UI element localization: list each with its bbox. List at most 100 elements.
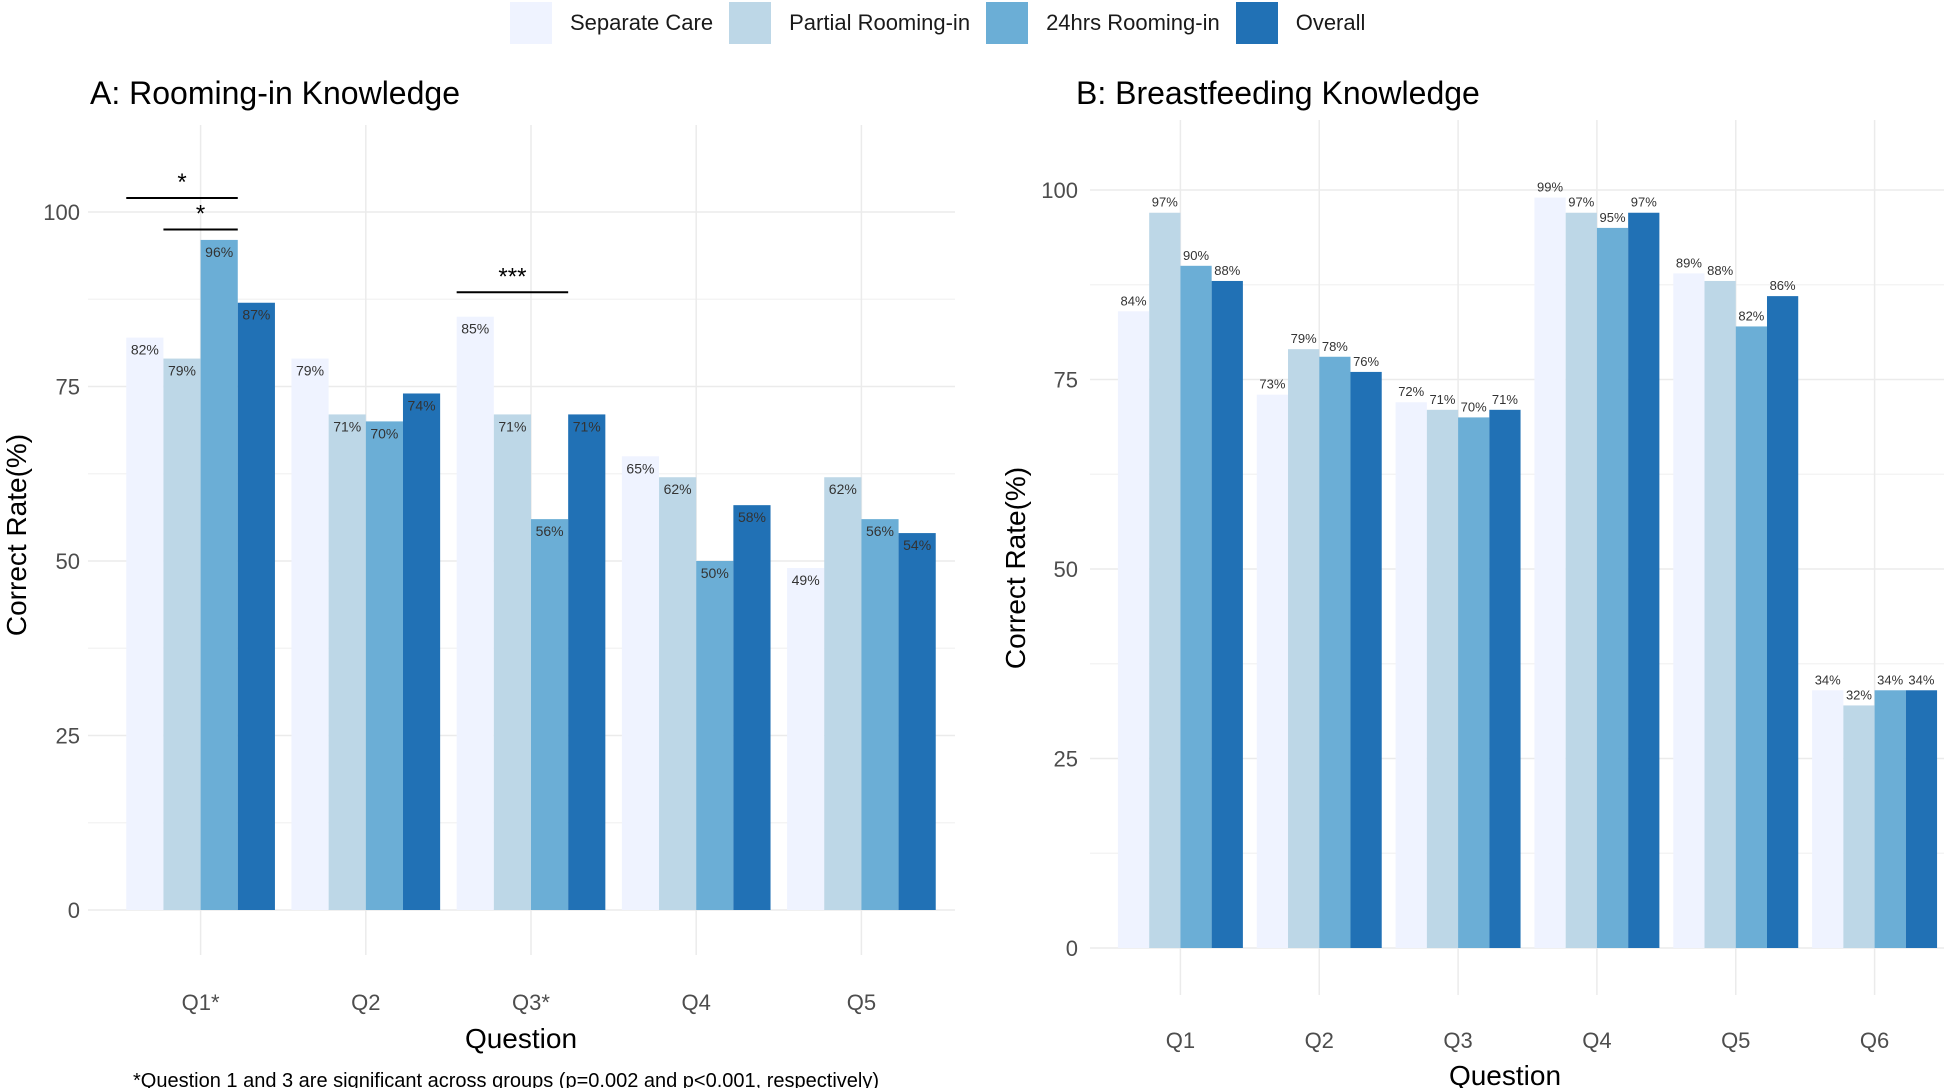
bar — [1149, 212, 1181, 949]
bar — [1211, 280, 1243, 949]
significance-marker: * — [177, 169, 186, 196]
data-label: 34% — [1815, 672, 1841, 687]
x-axis-title: Question — [465, 1023, 577, 1054]
data-label: 95% — [1600, 210, 1626, 225]
data-label: 79% — [1291, 331, 1317, 346]
bar — [402, 393, 441, 911]
bar — [1905, 690, 1938, 948]
data-label: 88% — [1214, 263, 1240, 278]
panel-b-breastfeeding-chart: 0 25 50 75 100 84% 73% 72% 99% 89% 34% 97% 79% 71% 97%… — [1000, 75, 1944, 1088]
data-label: 49% — [792, 572, 820, 588]
data-label: 79% — [168, 363, 196, 379]
data-label: 82% — [1738, 308, 1764, 323]
data-label: 87% — [242, 307, 270, 323]
bar — [1288, 349, 1320, 948]
significance-marker: *** — [498, 263, 526, 290]
data-label: 97% — [1152, 195, 1178, 210]
data-label: 78% — [1322, 339, 1348, 354]
data-label: 54% — [903, 537, 931, 553]
data-label: 84% — [1121, 293, 1147, 308]
y-tick-label: 0 — [68, 898, 80, 923]
bar — [328, 414, 366, 910]
data-label: 32% — [1846, 687, 1872, 702]
bar — [1812, 690, 1844, 948]
data-label: 90% — [1183, 248, 1209, 263]
panel-title: A: Rooming-in Knowledge — [90, 75, 460, 111]
significance-marker: * — [196, 200, 205, 227]
data-label: 71% — [1492, 392, 1518, 407]
data-label: 71% — [1429, 392, 1455, 407]
bar — [568, 414, 606, 910]
x-tick-label: Q1 — [1166, 1028, 1195, 1053]
data-label: 50% — [701, 565, 729, 581]
bar — [200, 239, 238, 911]
bar — [696, 561, 734, 910]
bar — [1458, 417, 1490, 948]
x-tick-label: Q2 — [1305, 1028, 1334, 1053]
x-tick-label: Q5 — [847, 990, 876, 1015]
data-label: 73% — [1259, 377, 1285, 392]
y-tick-label: 25 — [56, 724, 80, 749]
bar — [1350, 371, 1382, 948]
data-label: 70% — [1461, 399, 1487, 414]
bar — [1673, 273, 1705, 948]
bar — [163, 358, 201, 911]
y-tick-label: 0 — [1066, 936, 1078, 961]
data-label: 65% — [626, 460, 654, 476]
bar — [1534, 197, 1566, 948]
x-tick-label: Q4 — [682, 990, 711, 1015]
legend-swatch — [729, 2, 772, 44]
bar — [1489, 409, 1521, 948]
bar — [787, 567, 825, 910]
data-label: 56% — [536, 523, 564, 539]
y-axis-title: Correct Rate(%) — [1000, 467, 1031, 669]
bar — [1256, 394, 1289, 948]
bar — [365, 421, 403, 910]
data-label: 74% — [408, 397, 436, 413]
legend-item-24hrs-rooming-in: 24hrs Rooming-in — [986, 2, 1220, 44]
y-tick-label: 50 — [56, 549, 80, 574]
bar — [861, 519, 899, 910]
legend-label: Separate Care — [570, 10, 714, 35]
data-label: 82% — [131, 342, 159, 358]
bar — [493, 414, 531, 910]
bar — [1117, 311, 1150, 948]
x-axis-title: Question — [1449, 1060, 1561, 1088]
x-tick-label: Q6 — [1860, 1028, 1889, 1053]
x-tick-label: Q2 — [351, 990, 380, 1015]
bar — [1766, 296, 1799, 948]
data-label: 70% — [370, 425, 398, 441]
data-label: 71% — [573, 418, 601, 434]
x-tick-label: Q1* — [182, 990, 220, 1015]
bar — [1565, 212, 1597, 949]
bar — [1180, 265, 1212, 948]
x-tick-label: Q4 — [1582, 1028, 1611, 1053]
y-tick-label: 75 — [1054, 368, 1078, 393]
data-label: 56% — [866, 523, 894, 539]
data-label: 34% — [1908, 672, 1934, 687]
legend-swatch — [510, 2, 552, 44]
data-label: 62% — [829, 481, 857, 497]
legend: Separate Care Partial Rooming-in 24hrs R… — [510, 2, 1381, 44]
bar — [1735, 326, 1767, 948]
bar — [733, 505, 771, 910]
data-label: 86% — [1770, 278, 1796, 293]
bar — [1843, 705, 1875, 948]
data-label: 71% — [333, 418, 361, 434]
legend-item-separate-care: Separate Care — [510, 2, 713, 44]
legend-item-overall: Overall — [1235, 2, 1365, 44]
bar — [531, 519, 569, 910]
data-label: 76% — [1353, 354, 1379, 369]
bar — [1319, 356, 1351, 948]
legend-label: 24hrs Rooming-in — [1046, 10, 1220, 35]
legend-swatch — [1235, 2, 1278, 44]
legend-swatch — [986, 2, 1029, 44]
bar — [126, 337, 164, 910]
y-tick-label: 100 — [1041, 178, 1078, 203]
data-label: 79% — [296, 363, 324, 379]
legend-item-partial-rooming-in: Partial Rooming-in — [729, 2, 970, 44]
bar — [237, 302, 275, 910]
bar — [824, 477, 862, 910]
bar — [1395, 402, 1427, 948]
